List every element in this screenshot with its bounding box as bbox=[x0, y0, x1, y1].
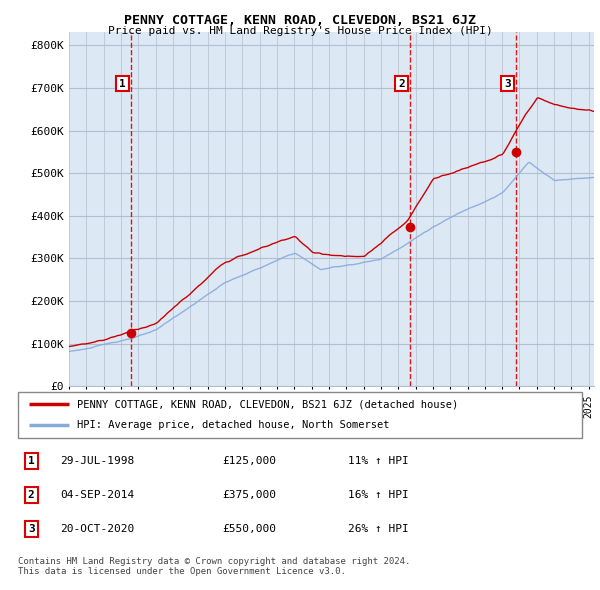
Text: 16% ↑ HPI: 16% ↑ HPI bbox=[348, 490, 409, 500]
Text: 29-JUL-1998: 29-JUL-1998 bbox=[60, 456, 134, 466]
Text: 11% ↑ HPI: 11% ↑ HPI bbox=[348, 456, 409, 466]
Text: 2: 2 bbox=[398, 78, 405, 88]
Text: Price paid vs. HM Land Registry's House Price Index (HPI): Price paid vs. HM Land Registry's House … bbox=[107, 26, 493, 36]
Text: PENNY COTTAGE, KENN ROAD, CLEVEDON, BS21 6JZ (detached house): PENNY COTTAGE, KENN ROAD, CLEVEDON, BS21… bbox=[77, 399, 458, 409]
Text: 3: 3 bbox=[28, 525, 35, 534]
Text: 3: 3 bbox=[504, 78, 511, 88]
Text: 20-OCT-2020: 20-OCT-2020 bbox=[60, 525, 134, 534]
Text: 1: 1 bbox=[119, 78, 126, 88]
Text: HPI: Average price, detached house, North Somerset: HPI: Average price, detached house, Nort… bbox=[77, 420, 390, 430]
Text: £550,000: £550,000 bbox=[222, 525, 276, 534]
Text: 2: 2 bbox=[28, 490, 35, 500]
Text: 26% ↑ HPI: 26% ↑ HPI bbox=[348, 525, 409, 534]
Text: £125,000: £125,000 bbox=[222, 456, 276, 466]
Text: 04-SEP-2014: 04-SEP-2014 bbox=[60, 490, 134, 500]
Text: £375,000: £375,000 bbox=[222, 490, 276, 500]
Text: Contains HM Land Registry data © Crown copyright and database right 2024.
This d: Contains HM Land Registry data © Crown c… bbox=[18, 556, 410, 576]
Text: 1: 1 bbox=[28, 456, 35, 466]
Text: PENNY COTTAGE, KENN ROAD, CLEVEDON, BS21 6JZ: PENNY COTTAGE, KENN ROAD, CLEVEDON, BS21… bbox=[124, 14, 476, 27]
FancyBboxPatch shape bbox=[18, 392, 582, 438]
